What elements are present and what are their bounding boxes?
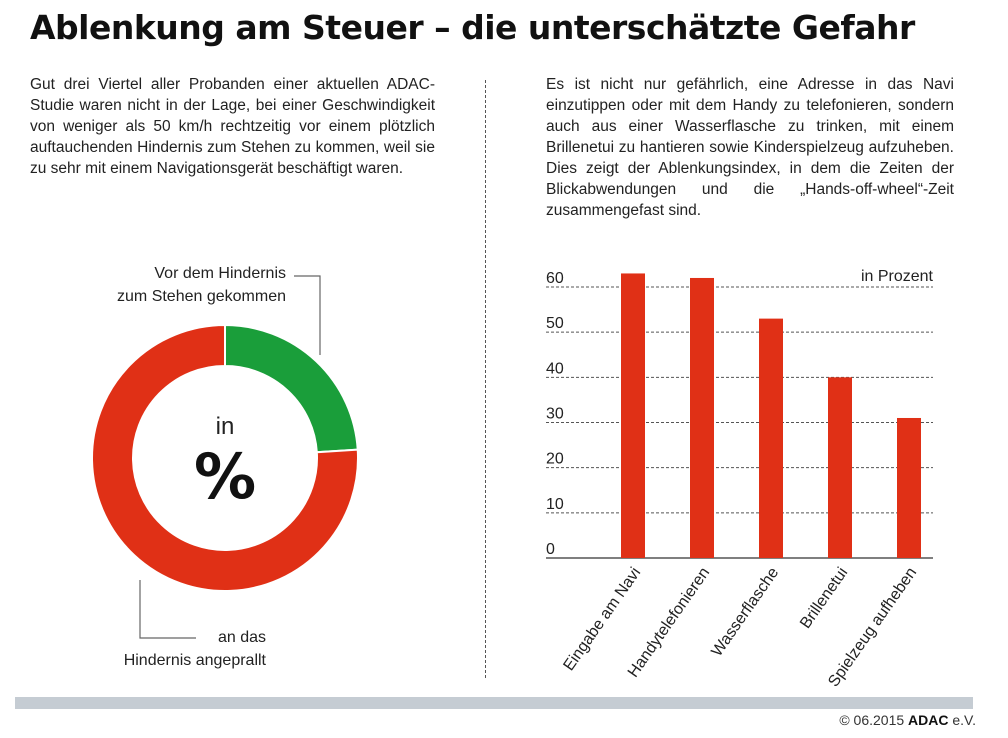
column-divider	[485, 80, 486, 678]
donut-slice-1	[91, 323, 359, 592]
bar-category-label-0: Eingabe am Navi	[560, 565, 644, 675]
bar-4	[897, 417, 921, 558]
copyright-text: © 06.2015	[839, 712, 905, 728]
bar-category-label-3: Brillenetui	[797, 565, 851, 632]
footer: © 06.2015 ADAC e.V.	[839, 712, 976, 728]
donut-value-label-1: 76	[59, 595, 87, 619]
intro-text-left: Gut drei Viertel aller Probanden einer a…	[30, 76, 435, 177]
bar-ytick-label-20: 20	[546, 451, 564, 468]
donut-center-label-top: in	[216, 413, 235, 440]
bar-category-label-2: Wasserflasche	[709, 564, 783, 659]
bar-ytick-label-0: 0	[546, 541, 555, 558]
donut-slice-0	[224, 323, 359, 454]
bar-ytick-label-60: 60	[546, 270, 564, 287]
page-title: Ablenkung am Steuer – die unterschätzte …	[30, 8, 915, 47]
brand-logo-text: ADAC	[908, 712, 949, 728]
donut-chart: 24 76 in% Vor dem Hindernis zum Stehen gekom…	[59, 265, 359, 669]
bar-3	[828, 377, 852, 558]
donut-callout-top-leader	[294, 275, 321, 355]
donut-value-label-0: 24	[294, 325, 322, 349]
donut-callout-bottom-line-0: an das	[218, 629, 266, 646]
bar-1	[690, 277, 714, 558]
donut-center-label-main: %	[194, 440, 256, 513]
bar-ytick-label-10: 10	[546, 496, 564, 513]
intro-text-right: Es ist nicht nur gefährlich, eine Adress…	[546, 76, 954, 219]
bar-unit-label: in Prozent	[861, 268, 934, 285]
brand-suffix: e.V.	[952, 712, 976, 728]
bar-ytick-label-30: 30	[546, 406, 564, 423]
donut-callout-bottom-line-1: Hindernis angeprallt	[124, 652, 267, 669]
bar-ytick-label-50: 50	[546, 315, 564, 332]
donut-callout-top-line-1: zum Stehen gekommen	[117, 288, 286, 305]
bar-0	[621, 273, 645, 558]
bar-2	[759, 318, 783, 558]
bar-ytick-label-40: 40	[546, 360, 564, 377]
footer-bar	[15, 697, 973, 709]
donut-callout-top-line-0: Vor dem Hindernis	[154, 265, 286, 282]
donut-callout-bottom-leader	[139, 580, 196, 639]
